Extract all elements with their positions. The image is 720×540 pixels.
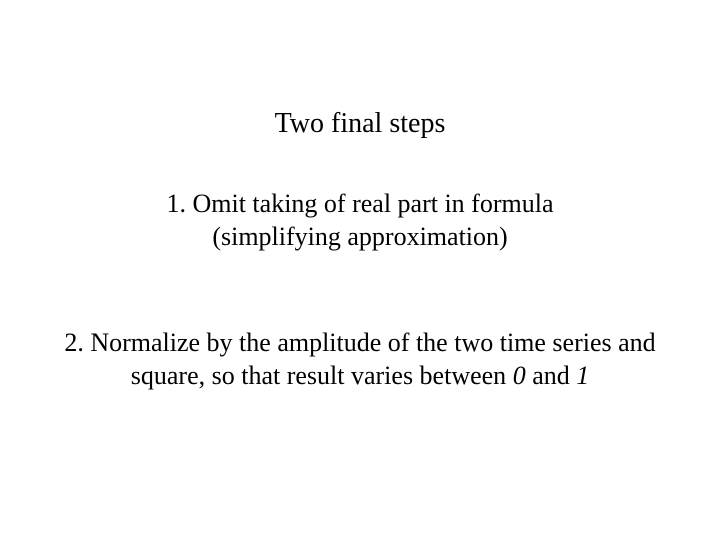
step-2: 2. Normalize by the amplitude of the two… bbox=[0, 327, 720, 392]
step-1-line-1: 1. Omit taking of real part in formula bbox=[166, 189, 553, 218]
step-2-middle: and bbox=[526, 361, 577, 390]
step-1-line-2: (simplifying approximation) bbox=[212, 222, 507, 251]
step-1: 1. Omit taking of real part in formula (… bbox=[0, 188, 720, 253]
slide-title: Two final steps bbox=[0, 108, 720, 140]
step-2-one: 1 bbox=[576, 361, 589, 390]
step-2-zero: 0 bbox=[513, 361, 526, 390]
slide-container: Two final steps 1. Omit taking of real p… bbox=[0, 0, 720, 540]
